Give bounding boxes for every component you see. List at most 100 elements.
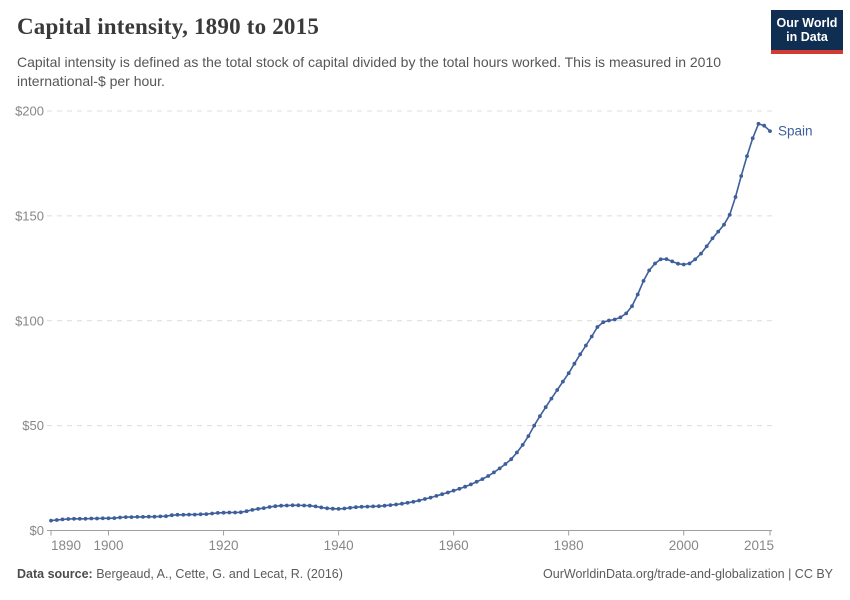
data-point[interactable] [158,514,163,519]
data-point[interactable] [549,396,554,401]
data-point[interactable] [307,503,312,508]
data-point[interactable] [457,486,462,491]
data-point[interactable] [394,502,398,507]
data-point[interactable] [503,462,508,466]
data-point[interactable] [83,516,88,521]
data-point[interactable] [451,488,456,493]
data-point[interactable] [267,505,272,509]
data-point[interactable] [382,503,387,508]
data-point[interactable] [319,505,324,510]
data-point[interactable] [658,257,663,262]
data-point[interactable] [520,443,525,447]
data-point[interactable] [388,503,393,507]
data-point[interactable] [66,517,71,521]
data-point[interactable] [342,506,347,511]
data-point[interactable] [302,503,306,508]
data-point[interactable] [54,518,59,522]
data-point[interactable] [474,479,479,484]
data-point[interactable] [371,504,375,509]
data-point[interactable] [733,195,738,199]
data-point[interactable] [739,174,744,178]
data-point[interactable] [469,482,473,487]
owid-logo[interactable]: Our World in Data [771,10,843,54]
data-point[interactable] [566,371,571,376]
data-point[interactable] [296,503,301,508]
data-point[interactable] [146,514,151,519]
data-point[interactable] [428,495,433,500]
data-point[interactable] [572,361,577,366]
data-point[interactable] [152,514,157,519]
data-point[interactable] [221,510,226,515]
data-point[interactable] [727,212,732,217]
data-point[interactable] [607,318,611,323]
data-point[interactable] [756,121,761,126]
data-point[interactable] [497,466,502,471]
data-point[interactable] [411,499,416,504]
data-point[interactable] [233,510,238,515]
data-point[interactable] [106,516,111,521]
data-point[interactable] [256,507,260,511]
data-point[interactable] [601,320,606,325]
data-point[interactable] [624,311,629,316]
data-point[interactable] [210,511,215,516]
data-point[interactable] [543,405,548,410]
data-point[interactable] [463,484,467,489]
data-point[interactable] [423,497,427,501]
data-point[interactable] [261,506,266,510]
data-point[interactable] [768,129,772,134]
data-point[interactable] [716,229,721,234]
data-point[interactable] [325,506,329,511]
data-point[interactable] [244,509,249,514]
data-point[interactable] [635,292,640,297]
data-point[interactable] [123,515,128,519]
data-point[interactable] [77,516,82,521]
entity-label-spain[interactable]: Spain [778,124,813,139]
data-point[interactable] [72,516,76,521]
data-point[interactable] [509,457,514,462]
data-point[interactable] [555,388,560,392]
data-point[interactable] [118,515,122,520]
data-point[interactable] [181,512,186,517]
data-point[interactable] [336,507,341,511]
data-point[interactable] [532,423,537,428]
data-point[interactable] [578,352,583,357]
data-point[interactable] [647,268,652,273]
data-point[interactable] [710,236,715,241]
data-point[interactable] [595,325,600,329]
data-point[interactable] [330,506,335,511]
data-point[interactable] [699,251,703,256]
data-point[interactable] [198,512,203,517]
data-point[interactable] [417,498,421,503]
data-point[interactable] [192,512,197,517]
data-point[interactable] [653,261,657,266]
data-point[interactable] [238,510,243,515]
data-point[interactable] [250,508,255,512]
data-point[interactable] [676,261,680,266]
data-point[interactable] [722,222,726,227]
data-point[interactable] [762,123,767,128]
data-point[interactable] [561,379,565,384]
data-point[interactable] [365,504,370,509]
data-point[interactable] [618,315,623,320]
data-point[interactable] [434,494,439,498]
data-point[interactable] [745,154,749,159]
data-point[interactable] [227,510,232,515]
data-point[interactable] [526,434,531,438]
data-point[interactable] [589,334,594,339]
data-point[interactable] [95,516,99,521]
data-point[interactable] [175,512,180,517]
data-point[interactable] [446,490,450,495]
data-point[interactable] [400,501,404,506]
data-point[interactable] [405,500,410,505]
data-point[interactable] [187,512,191,517]
data-point[interactable] [693,257,698,262]
data-point[interactable] [164,514,168,519]
data-point[interactable] [348,505,352,510]
data-point[interactable] [440,492,444,497]
data-point[interactable] [60,517,65,522]
data-point[interactable] [89,516,94,521]
data-point[interactable] [359,504,364,509]
data-point[interactable] [641,279,646,283]
data-point[interactable] [279,503,283,508]
data-point[interactable] [290,503,295,508]
